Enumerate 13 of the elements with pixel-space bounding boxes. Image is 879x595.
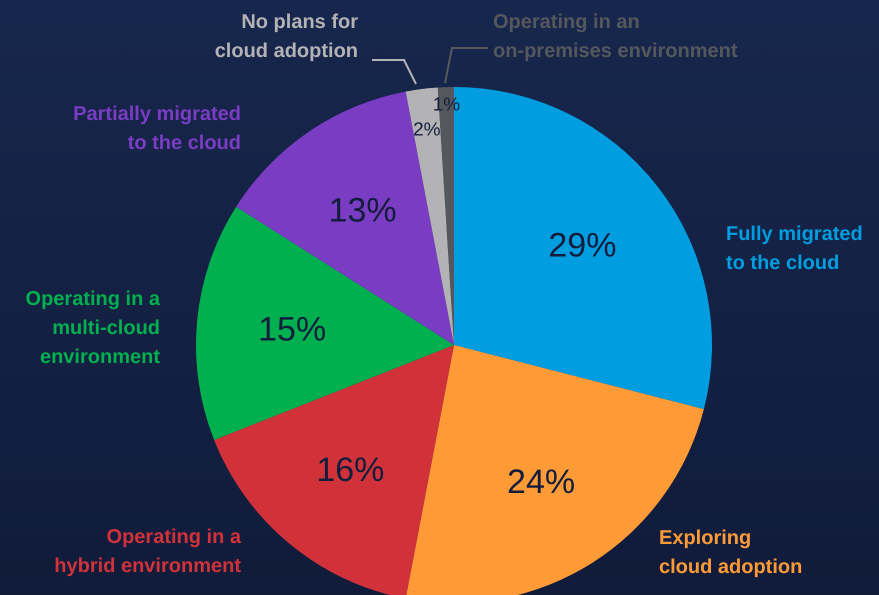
data-label: 15% <box>258 310 326 349</box>
data-label: 29% <box>548 226 616 264</box>
slice-label: No plans for cloud adoption <box>214 11 358 62</box>
slice-label: Fully migrated to the cloud <box>726 223 863 274</box>
slice-label: Partially migrated to the cloud <box>73 103 241 154</box>
data-label: 24% <box>507 463 576 502</box>
data-label: 16% <box>316 451 384 490</box>
slice-label: Operating in an on-premises environment <box>493 11 738 62</box>
slice-label: Exploring cloud adoption <box>659 527 802 578</box>
data-label: 13% <box>328 192 397 230</box>
slice-label: Operating in a hybrid environment <box>54 526 242 577</box>
data-label: 2% <box>413 119 441 140</box>
slice-label: Operating in a multi-cloud environment <box>26 288 161 368</box>
